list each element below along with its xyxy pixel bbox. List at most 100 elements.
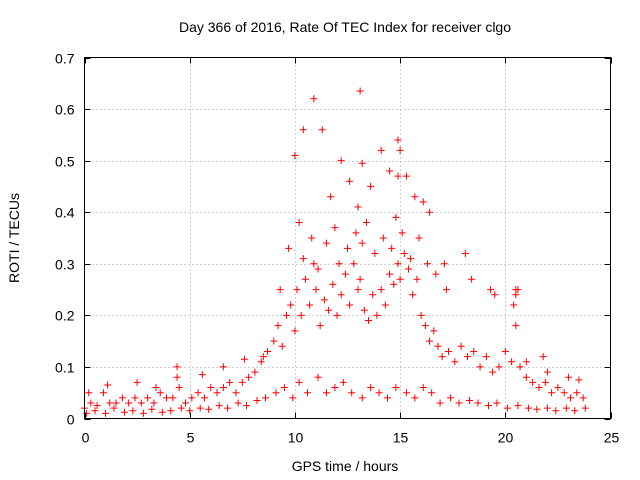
data-point	[301, 275, 309, 283]
data-point	[522, 373, 530, 381]
data-point	[390, 280, 398, 288]
data-point	[461, 249, 469, 257]
x-tick-label: 10	[288, 430, 304, 446]
data-point	[85, 389, 93, 397]
data-point	[339, 378, 347, 386]
data-point	[310, 95, 318, 103]
data-point	[280, 384, 288, 392]
data-point	[167, 407, 175, 415]
data-point	[125, 399, 133, 407]
data-point	[173, 373, 181, 381]
data-point	[541, 378, 549, 386]
data-point	[356, 275, 364, 283]
data-point	[259, 353, 267, 361]
data-point	[432, 270, 440, 278]
data-point	[93, 402, 101, 410]
data-point	[398, 229, 406, 237]
y-tick-label: 0.4	[55, 205, 75, 221]
data-point	[348, 389, 356, 397]
data-point	[240, 355, 248, 363]
data-point	[289, 394, 297, 402]
data-point	[133, 378, 141, 386]
data-point	[388, 244, 396, 252]
data-point	[365, 317, 373, 325]
data-point	[579, 394, 587, 402]
data-point	[310, 260, 318, 268]
data-point	[152, 384, 160, 392]
data-point	[476, 363, 484, 371]
data-point	[356, 87, 364, 95]
x-tick-label: 20	[498, 430, 514, 446]
y-tick-label: 0.6	[55, 102, 75, 118]
data-point	[102, 409, 110, 417]
data-point	[484, 402, 492, 410]
data-point	[440, 260, 448, 268]
data-point	[358, 239, 366, 247]
x-tick-label: 15	[393, 430, 409, 446]
data-point	[508, 358, 516, 366]
data-point	[274, 322, 282, 330]
x-tick-label: 5	[187, 430, 195, 446]
data-point	[293, 286, 301, 294]
data-point	[444, 347, 452, 355]
data-point	[421, 322, 429, 330]
data-point	[386, 167, 394, 175]
data-point	[148, 405, 156, 413]
data-point	[144, 394, 152, 402]
data-point	[434, 342, 442, 350]
data-point	[181, 399, 189, 407]
data-point	[392, 213, 400, 221]
data-point	[272, 389, 280, 397]
data-point	[200, 394, 208, 402]
data-point	[106, 399, 114, 407]
x-tick-label: 0	[82, 430, 90, 446]
data-point	[514, 402, 522, 410]
data-point	[463, 353, 471, 361]
chart-title: Day 366 of 2016, Rate Of TEC Index for r…	[179, 19, 511, 35]
data-point	[337, 157, 345, 165]
data-point	[112, 399, 120, 407]
data-point	[552, 407, 560, 415]
data-point	[442, 286, 450, 294]
data-point	[251, 368, 259, 376]
data-point	[278, 342, 286, 350]
data-point	[400, 249, 408, 257]
y-tick-label: 0.7	[55, 51, 75, 67]
data-point	[322, 239, 330, 247]
data-point	[344, 244, 351, 252]
data-point	[120, 408, 128, 416]
data-point	[173, 363, 181, 371]
data-point	[320, 296, 328, 304]
data-point	[438, 353, 446, 361]
data-point	[543, 404, 551, 412]
data-point	[118, 394, 126, 402]
data-point	[346, 301, 354, 309]
data-point	[354, 286, 362, 294]
data-point	[394, 172, 402, 180]
data-point	[104, 381, 112, 389]
data-point	[419, 198, 427, 206]
data-point	[163, 394, 171, 402]
data-point	[560, 389, 568, 397]
data-point	[335, 260, 343, 268]
data-point	[205, 405, 213, 413]
data-point	[543, 368, 551, 376]
data-point	[377, 146, 385, 154]
data-point	[373, 311, 381, 319]
data-point	[375, 389, 383, 397]
grid-layer	[84, 57, 611, 419]
data-point	[466, 396, 474, 404]
data-point	[575, 376, 583, 384]
data-point	[394, 136, 402, 144]
data-point	[482, 353, 490, 361]
data-point	[198, 371, 206, 379]
data-point	[175, 384, 183, 392]
data-point	[362, 219, 370, 227]
data-point	[501, 347, 509, 355]
data-point	[447, 394, 455, 402]
data-point	[562, 404, 570, 412]
data-point	[219, 363, 227, 371]
data-point	[411, 193, 419, 201]
data-point	[264, 347, 272, 355]
